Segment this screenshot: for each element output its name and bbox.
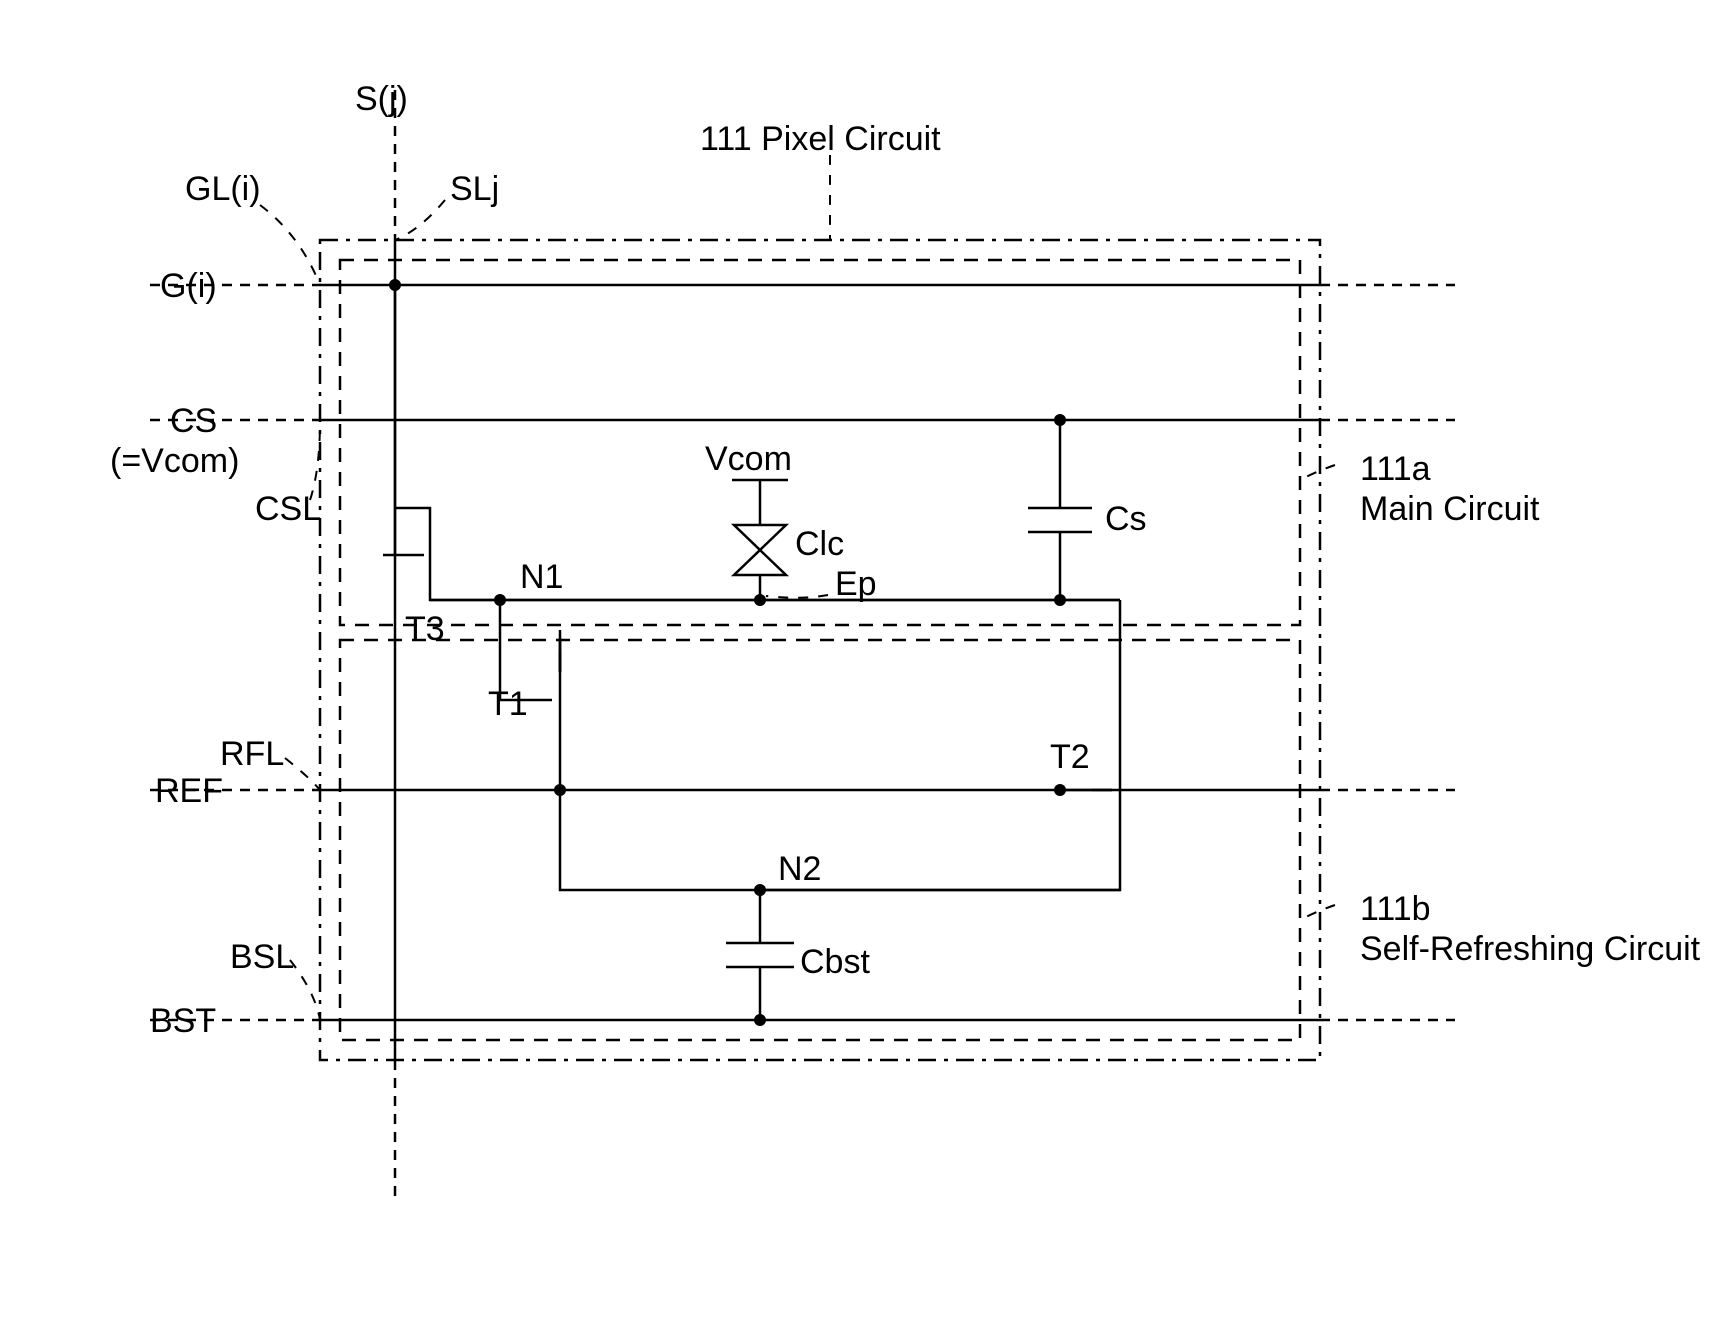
main-circuit-box (340, 260, 1300, 625)
T3-label: T3 (405, 610, 445, 648)
RFL-label: RFL (220, 735, 284, 773)
N2-label: N2 (778, 850, 821, 888)
REF-label: REF (155, 772, 223, 810)
Cbst-label: Cbst (800, 943, 870, 981)
GLi-label: GL(i) (185, 170, 261, 208)
Ep-label: Ep (835, 565, 877, 603)
Gi-label: G(i) (160, 267, 217, 305)
pixel-circuit-title-label: 111 Pixel Circuit (700, 120, 941, 158)
self-refreshing-label: Self-Refreshing Circuit (1360, 930, 1701, 968)
CSL-label: CSL (255, 490, 321, 528)
T1-label: T1 (488, 685, 528, 723)
refresh-111b-label: 111b (1360, 890, 1431, 928)
vcom-top-label: Vcom (705, 440, 792, 478)
main-111a-label: 111a (1360, 450, 1431, 488)
s-j-label: S(j) (355, 80, 408, 118)
Cs-label: Cs (1105, 500, 1147, 538)
Clc-label: Clc (795, 525, 844, 563)
T2-label: T2 (1050, 738, 1090, 776)
BST-label: BST (150, 1002, 216, 1040)
main-circuit-label: Main Circuit (1360, 490, 1540, 528)
BSL-label: BSL (230, 938, 294, 976)
CS-label: CS (170, 402, 217, 440)
N1-label: N1 (520, 558, 563, 596)
SLj-label: SLj (450, 170, 499, 208)
vcom-eq-label: (=Vcom) (110, 442, 239, 480)
pixel-circuit-box (320, 240, 1320, 1060)
